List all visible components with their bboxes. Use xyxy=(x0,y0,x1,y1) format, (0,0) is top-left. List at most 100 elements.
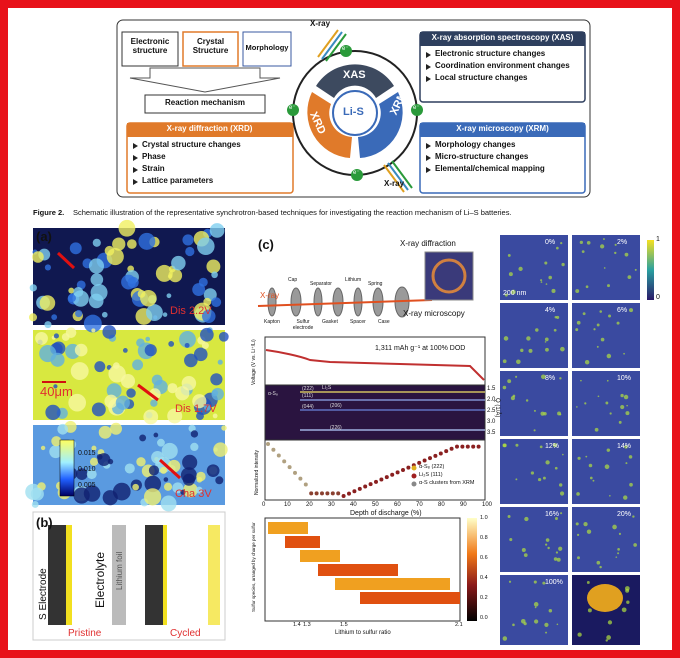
electron: e⁻ xyxy=(289,105,296,111)
xrm-speck xyxy=(606,379,609,382)
xrm-speck xyxy=(617,548,620,551)
tick-label: 2.5 xyxy=(487,408,496,414)
xrm-speck xyxy=(626,600,630,604)
frame-label: 16% xyxy=(545,511,560,518)
xrm-speck xyxy=(596,560,601,565)
xrm-speck xyxy=(553,328,557,332)
part-label: Cap xyxy=(288,277,298,283)
map-blob xyxy=(132,359,144,371)
frame-label: 14% xyxy=(617,443,632,450)
intensity-dot xyxy=(476,444,481,449)
xrm-speck xyxy=(525,399,529,402)
map-blob xyxy=(196,412,204,421)
colorbar-tick: 0.010 xyxy=(78,466,96,473)
colorbar-tick: 0.8 xyxy=(480,535,488,541)
map-blob xyxy=(28,313,38,322)
xrm-speck xyxy=(608,314,612,318)
xrm-speck xyxy=(603,267,606,269)
xrm-speck xyxy=(548,275,553,280)
xrm-speck xyxy=(548,609,553,613)
xrm-speck xyxy=(556,246,559,250)
axis-title: Normalized intensity xyxy=(254,449,260,495)
xrm-speck xyxy=(588,463,593,468)
map-blob xyxy=(113,362,120,369)
xrm-speck xyxy=(600,337,605,342)
state-label: Dis 1.7V xyxy=(175,403,217,415)
map-blob xyxy=(29,284,37,292)
intensity-dot xyxy=(471,444,476,449)
colorbar-tick: 0.005 xyxy=(78,482,96,489)
tick-label: 2.0 xyxy=(487,397,496,403)
xrm-speck xyxy=(629,308,634,313)
tick-label: 50 xyxy=(372,502,379,508)
bullet xyxy=(133,179,138,185)
xrm-speck xyxy=(560,512,563,515)
xrm-speck xyxy=(504,293,508,297)
tick-label: 2.1 xyxy=(455,622,463,628)
map-blob xyxy=(184,342,190,348)
map-blob xyxy=(51,314,58,321)
intensity-dot xyxy=(282,459,287,464)
tick-label: 90 xyxy=(460,502,467,508)
map-blob xyxy=(30,487,44,501)
map-blob xyxy=(206,259,221,274)
xrm-speck xyxy=(633,543,637,547)
map-blob xyxy=(182,473,195,486)
xrm-speck xyxy=(544,261,548,265)
xrm-speck xyxy=(510,396,515,401)
tick-label: 10 xyxy=(284,502,291,508)
frame-label: 12% xyxy=(545,443,560,450)
map-blob xyxy=(182,454,198,470)
intensity-dot xyxy=(309,491,314,496)
aspect-box xyxy=(121,31,179,67)
map-blob xyxy=(188,424,196,433)
intensity-dot xyxy=(325,491,330,496)
species-band xyxy=(285,536,320,548)
bullet xyxy=(133,167,138,173)
voltage-curve xyxy=(265,349,485,381)
tick-label: 80 xyxy=(438,502,445,508)
map-blob xyxy=(184,353,198,368)
map-blob xyxy=(68,287,75,294)
map-blob xyxy=(148,465,160,476)
map-blob xyxy=(97,453,111,467)
xrm-speck xyxy=(593,328,596,331)
map-blob xyxy=(51,436,62,447)
xrm-speck xyxy=(533,429,536,432)
map-blob xyxy=(210,373,223,386)
xrm-speck xyxy=(520,618,526,624)
xas-header xyxy=(420,32,585,46)
intensity-dot xyxy=(460,444,465,449)
frame-label: 4% xyxy=(545,307,556,314)
colorbar-tick: 0 xyxy=(656,294,660,301)
map-blob xyxy=(57,423,69,435)
frame-label: 2% xyxy=(617,239,628,246)
intensity-dot xyxy=(406,465,411,470)
xrm-speck xyxy=(523,553,528,557)
xrm-speck xyxy=(585,285,589,289)
xrm-speck xyxy=(606,448,611,452)
species-heatmap xyxy=(268,522,460,604)
xray-label: X-ray xyxy=(310,19,331,28)
intensity-dot xyxy=(320,491,324,496)
caption-label: Figure 2. xyxy=(33,208,65,217)
xrm-speck xyxy=(582,312,586,316)
aspect-box xyxy=(182,31,239,67)
xrm-speck xyxy=(560,242,563,245)
xrm-speck xyxy=(581,250,585,254)
intensity-dot xyxy=(417,460,422,465)
map-blob xyxy=(136,457,146,467)
xrm-speck xyxy=(579,240,583,244)
xrm-speck xyxy=(576,533,580,537)
electrode-layer xyxy=(145,525,165,625)
xrm-speck xyxy=(555,551,559,554)
xrm-speck xyxy=(545,460,550,465)
xrm-speck xyxy=(592,479,595,482)
map-blob xyxy=(190,442,199,452)
colorbar-tick: 0.0 xyxy=(480,615,488,621)
colorbar-tick: 0.015 xyxy=(78,450,96,457)
map-blob xyxy=(145,336,151,342)
